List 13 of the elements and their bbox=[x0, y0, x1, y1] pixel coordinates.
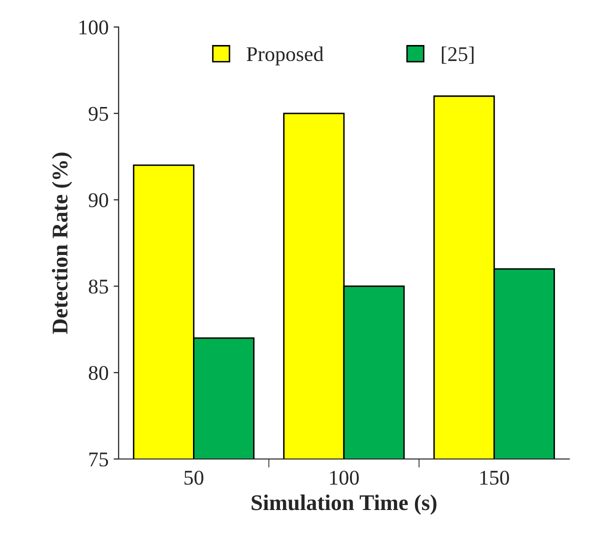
x-tick-label: 100 bbox=[330, 470, 359, 485]
x-tick-label: 50 bbox=[184, 470, 204, 485]
legend-label: Proposed bbox=[246, 46, 324, 66]
x-tick-label: 150 bbox=[480, 470, 509, 485]
y-axis-title: Detection Rate (%) bbox=[52, 152, 72, 334]
legend-label: [25] bbox=[442, 46, 474, 64]
y-tick-label: 95 bbox=[88, 106, 108, 121]
y-tick-label: 90 bbox=[88, 193, 108, 208]
y-tick-label: 100 bbox=[79, 20, 108, 34]
y-tick-label: 75 bbox=[89, 452, 108, 466]
y-tick-label: 80 bbox=[88, 366, 108, 380]
y-tick-label: 85 bbox=[88, 280, 108, 294]
x-axis-title: Simulation Time (s) bbox=[252, 494, 436, 515]
